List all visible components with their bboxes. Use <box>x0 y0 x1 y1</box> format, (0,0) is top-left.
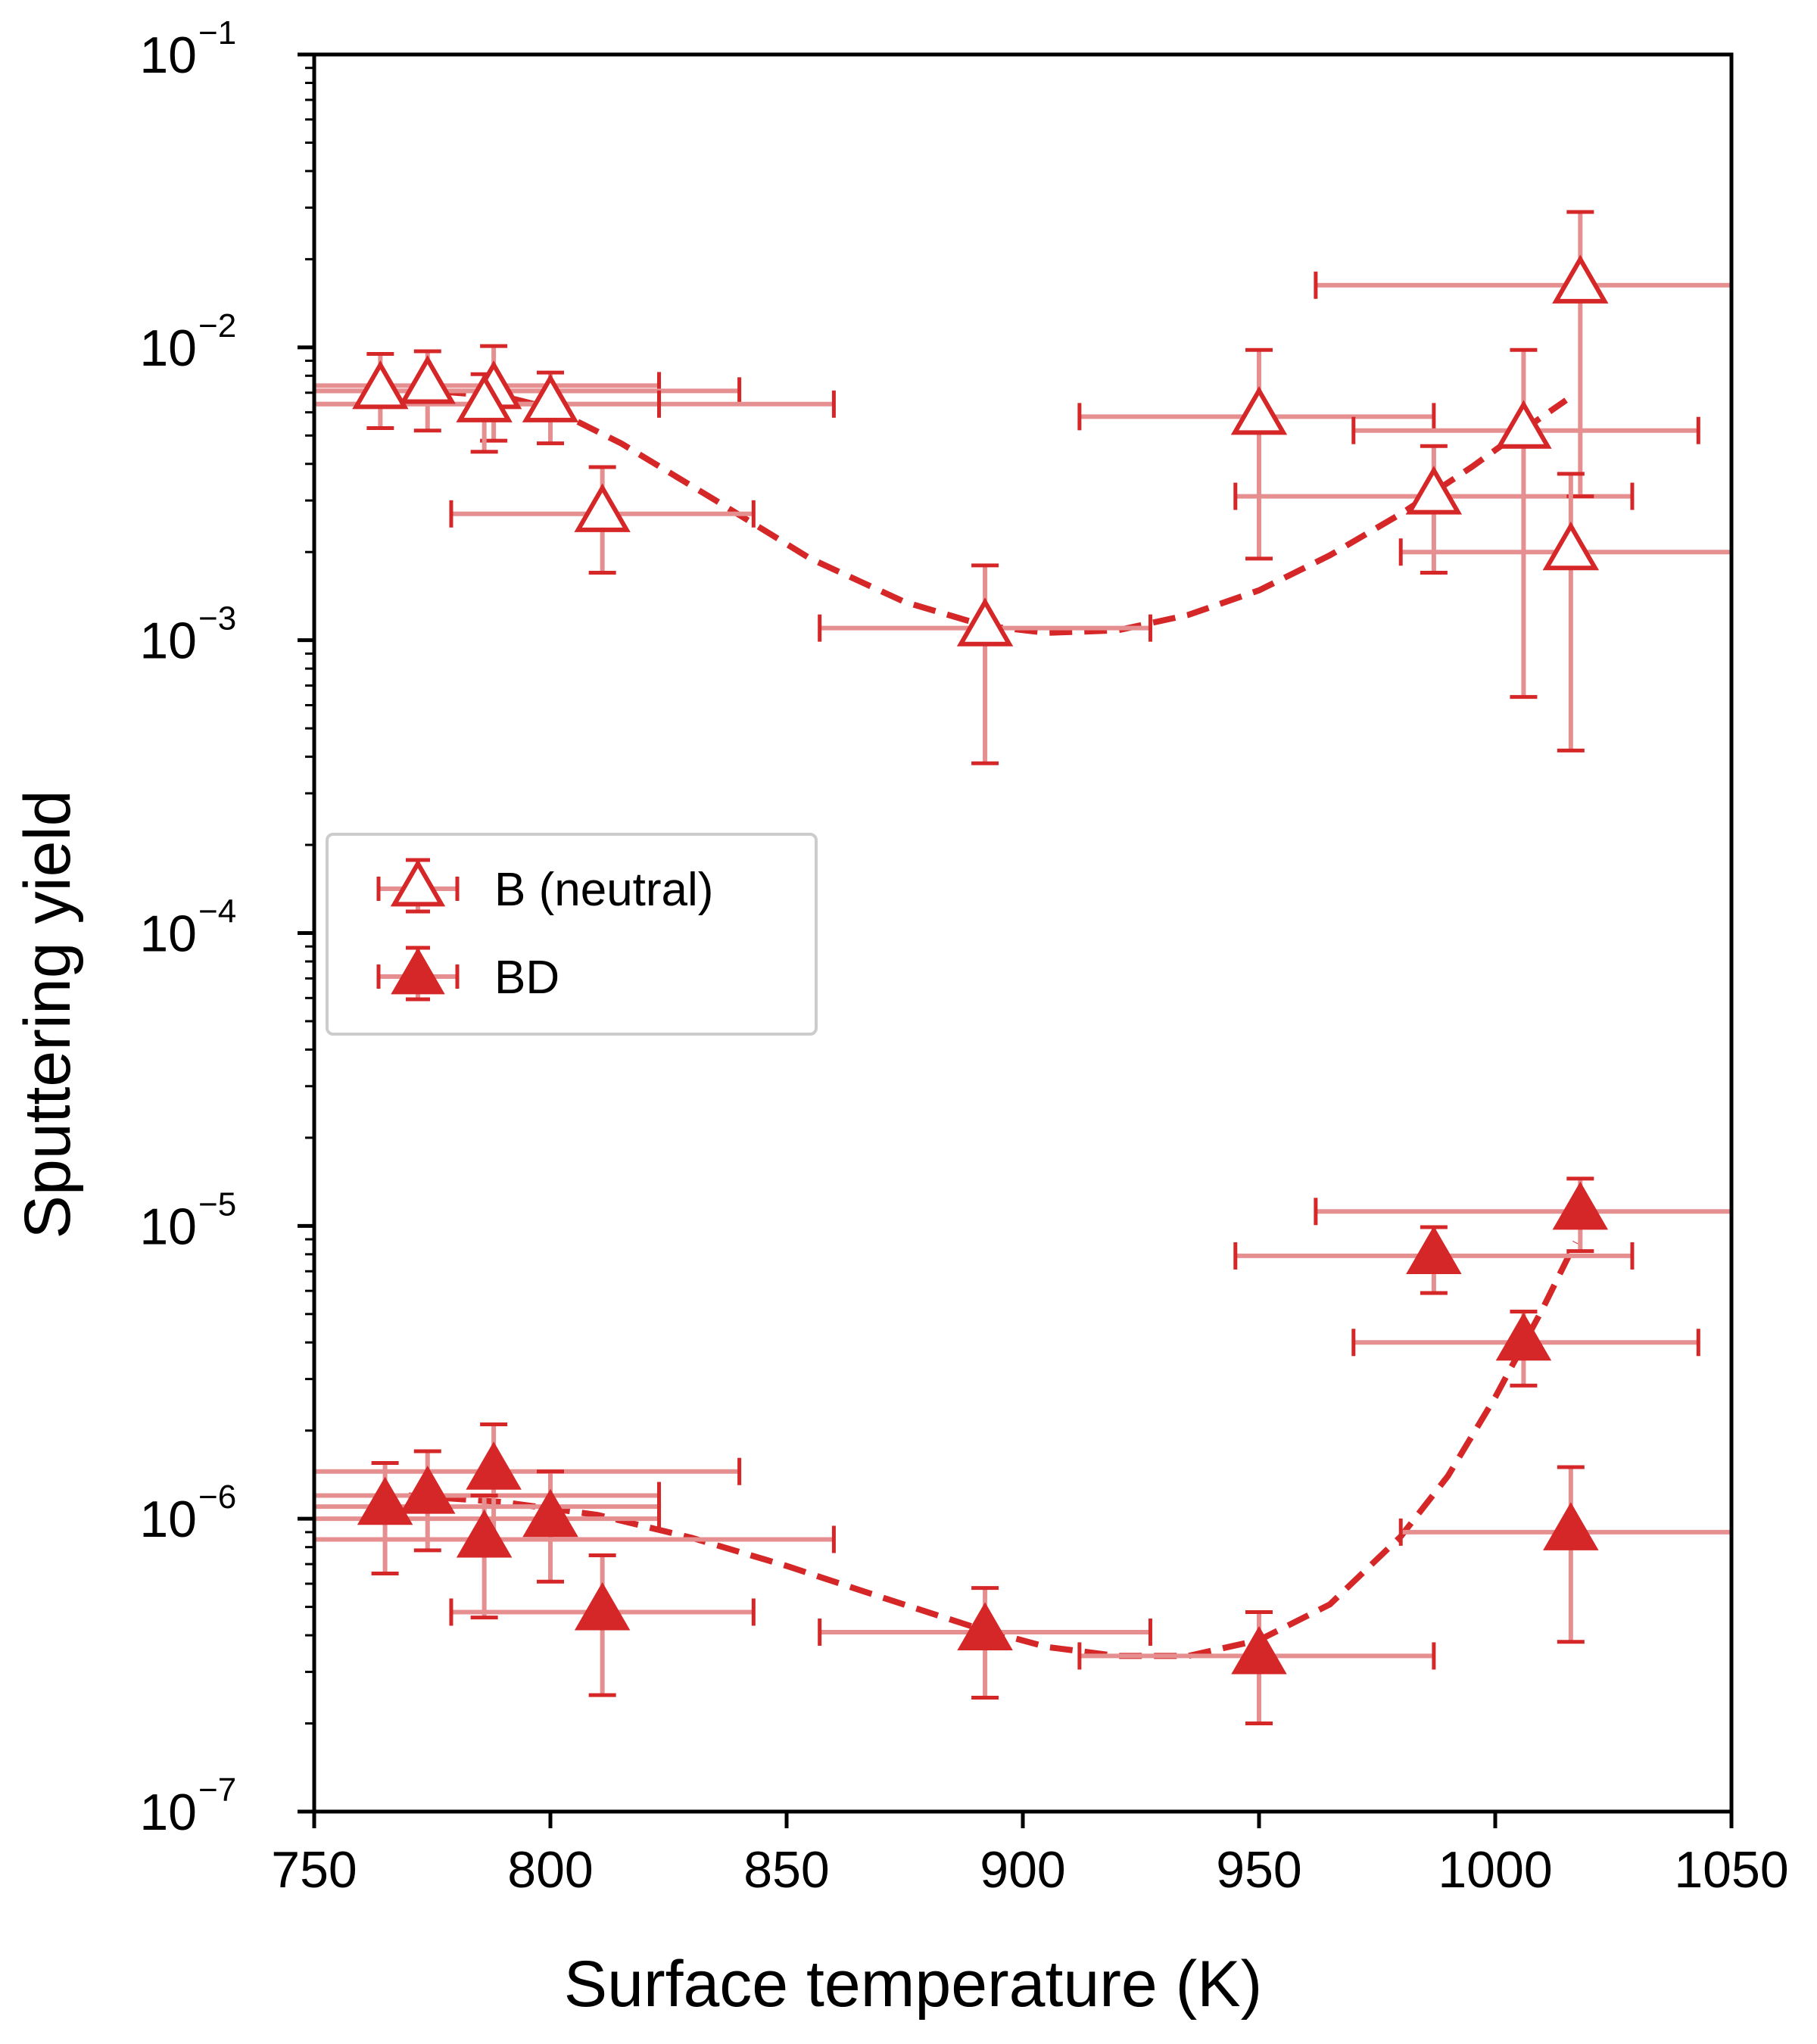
marker-b-neutral <box>1405 466 1463 515</box>
y-tick-label: 10 <box>139 1198 197 1255</box>
legend-label-bd: BD <box>494 952 559 1004</box>
legend-label-b-neutral: B (neutral) <box>494 864 713 916</box>
marker-b-neutral <box>399 355 456 404</box>
marker-b-neutral <box>1230 385 1288 435</box>
x-tick-label: 800 <box>507 1841 593 1899</box>
y-tick-exponent: −3 <box>198 600 236 637</box>
y-tick-label: 10 <box>139 612 197 670</box>
fit-curve-bd <box>408 1241 1579 1659</box>
marker-bd <box>957 1602 1013 1650</box>
y-tick-label: 10 <box>139 905 197 963</box>
marker-b-neutral <box>456 373 513 422</box>
marker-bd <box>400 1465 456 1514</box>
y-tick-label: 10 <box>139 1784 197 1841</box>
x-axis-title: Surface temperature (K) <box>564 1948 1262 2021</box>
y-tick-exponent: −5 <box>198 1186 236 1223</box>
marker-b-neutral <box>956 597 1014 647</box>
marker-bd <box>1406 1226 1462 1274</box>
x-tick-label: 900 <box>980 1841 1065 1899</box>
y-tick-exponent: −2 <box>198 307 236 344</box>
y-tick-exponent: −4 <box>198 893 236 930</box>
legend-marker-b-neutral <box>390 858 446 907</box>
y-tick-label: 10 <box>139 1491 197 1548</box>
marker-bd <box>456 1509 513 1558</box>
marker-bd <box>466 1441 522 1490</box>
x-tick-label: 950 <box>1216 1841 1301 1899</box>
marker-bd <box>574 1581 631 1631</box>
marker-b-neutral <box>1495 400 1552 449</box>
legend: B (neutral) BD <box>326 833 818 1036</box>
legend-box <box>326 833 818 1036</box>
marker-bd <box>357 1476 413 1525</box>
fit-curve-b-neutral <box>408 386 1568 636</box>
data-markers <box>352 254 1609 1675</box>
marker-bd <box>1543 1502 1599 1550</box>
y-tick-label: 10 <box>139 26 197 84</box>
x-tick-label: 850 <box>743 1841 829 1899</box>
marker-b-neutral <box>1542 521 1600 571</box>
legend-marker-bd <box>391 947 445 995</box>
marker-bd <box>1495 1312 1552 1361</box>
x-tick-label: 1000 <box>1438 1841 1552 1899</box>
y-tick-exponent: −1 <box>198 14 236 51</box>
marker-bd <box>1231 1625 1287 1675</box>
x-tick-label: 1050 <box>1674 1841 1788 1899</box>
marker-b-neutral <box>1552 254 1609 304</box>
y-axis-title: Sputtering yield <box>11 790 84 1239</box>
y-tick-label: 10 <box>139 319 197 377</box>
marker-b-neutral <box>522 373 579 422</box>
x-tick-label: 750 <box>271 1841 357 1899</box>
marker-bd <box>1552 1181 1609 1230</box>
marker-bd <box>522 1488 578 1538</box>
marker-b-neutral <box>352 360 409 410</box>
y-tick-exponent: −6 <box>198 1478 236 1516</box>
marker-b-neutral <box>574 483 631 532</box>
y-tick-exponent: −7 <box>198 1771 236 1809</box>
